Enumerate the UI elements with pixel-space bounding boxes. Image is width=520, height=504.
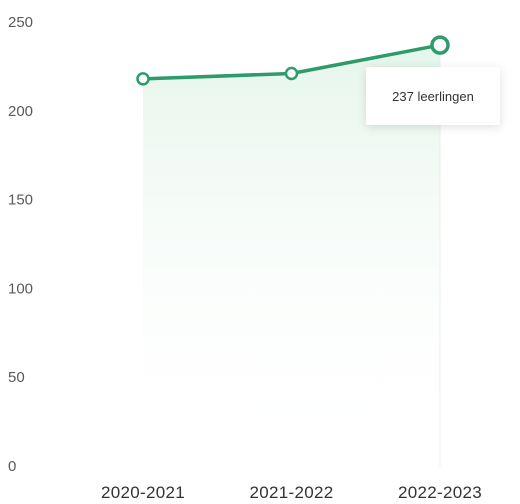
y-tick-label: 200 — [8, 103, 33, 120]
tooltip-text: 237 leerlingen — [392, 88, 474, 104]
y-tick-label: 250 — [8, 14, 33, 31]
y-tick-label: 100 — [8, 280, 33, 297]
x-tick-label: 2021-2022 — [250, 483, 334, 502]
area-layer — [143, 45, 440, 464]
data-point[interactable] — [284, 66, 299, 81]
y-tick-label: 0 — [8, 458, 16, 475]
data-point-layer — [136, 35, 450, 86]
data-point[interactable] — [136, 72, 150, 86]
tooltip: 237 leerlingen — [366, 67, 500, 125]
x-tick-label: 2022-2023 — [398, 483, 482, 502]
data-point[interactable] — [430, 35, 450, 55]
series-area — [143, 45, 440, 464]
x-axis-ticks: 2020-2021 2021-2022 2022-2023 — [101, 483, 482, 502]
x-tick-label: 2020-2021 — [101, 483, 185, 502]
y-tick-label: 150 — [8, 192, 33, 209]
y-tick-label: 50 — [8, 369, 25, 386]
y-axis-ticks: 250 200 150 100 50 0 — [8, 14, 33, 475]
